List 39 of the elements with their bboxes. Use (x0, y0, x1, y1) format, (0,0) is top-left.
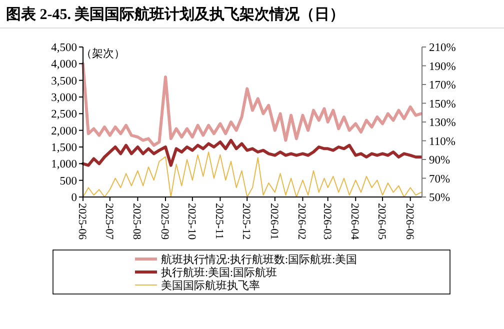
x-tick-label: 2025-12 (240, 203, 252, 240)
x-tick-label: 2026-05 (376, 203, 388, 240)
x-tick-label: 2025-07 (102, 203, 115, 240)
legend-label: 航班执行情况:执行航班数:国际航班:美国 (161, 253, 358, 266)
y-tick-label: 2,500 (51, 108, 78, 121)
y-tick-label: 1,000 (51, 158, 78, 171)
y2-tick-label: 170% (429, 80, 456, 92)
x-tick-label: 2026-02 (296, 203, 308, 240)
x-tick-label: 2026-04 (348, 203, 361, 240)
y-tick-label: 4,500 (51, 42, 78, 54)
line-series (82, 138, 423, 167)
y-tick-label: 4,000 (51, 58, 78, 71)
x-tick-label: 2025-08 (130, 203, 143, 240)
legend-label: 美国国际航班执飞率 (161, 279, 260, 292)
x-tick-label: 2025-10 (185, 203, 198, 240)
x-tick-label: 2025-11 (213, 203, 226, 240)
x-tick-label: 2026-03 (320, 203, 333, 240)
x-tick-label: 2026-01 (268, 203, 280, 240)
y-tick-label: 3,000 (51, 92, 78, 104)
line-series (82, 62, 423, 147)
y-tick-label: 500 (60, 175, 78, 188)
x-tick-label: 2025-06 (76, 203, 88, 240)
y-tick-label: 0 (71, 192, 78, 204)
y2-tick-label: 90% (429, 154, 450, 166)
y-axis-title: （架次） (81, 47, 125, 60)
y2-tick-label: 110% (429, 136, 456, 148)
y2-tick-label: 210% (429, 42, 456, 54)
y2-tick-label: 150% (429, 98, 456, 110)
y2-tick-label: 70% (429, 173, 450, 186)
y-tick-label: 1,500 (51, 142, 78, 154)
chart-title: 图表 2-45. 美国国际航班计划及执飞架次情况（日） (6, 5, 345, 23)
y2-tick-label: 50% (429, 192, 450, 204)
x-tick-label: 2026-06 (403, 203, 416, 240)
y2-tick-label: 130% (429, 117, 456, 129)
y-tick-label: 3,500 (51, 75, 78, 88)
y2-tick-label: 190% (429, 60, 456, 73)
x-tick-label: 2025-09 (158, 203, 171, 240)
legend-label: 执行航班:美国:国际航班 (161, 266, 278, 279)
y-tick-label: 2,000 (51, 125, 78, 138)
